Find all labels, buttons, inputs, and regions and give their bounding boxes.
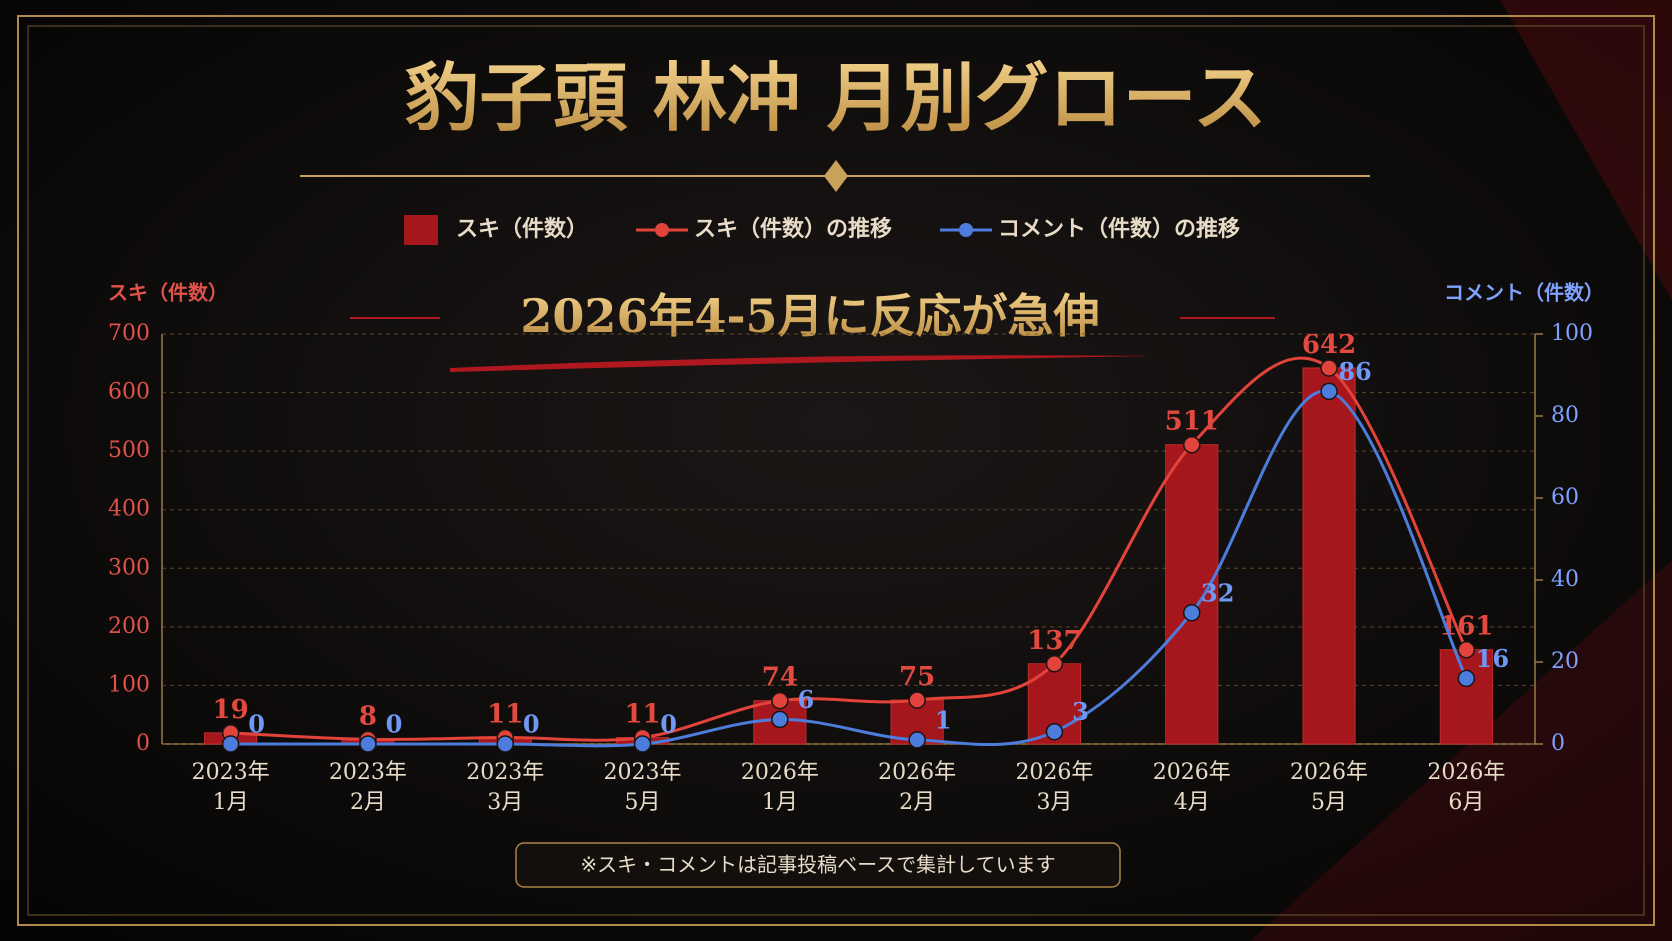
data-label: 11 [487, 700, 523, 730]
y-axis-label: スキ（件数） [108, 281, 228, 305]
point [1045, 655, 1064, 673]
y-tick-label: 0 [136, 731, 150, 756]
data-label: 1 [935, 705, 952, 734]
footnote: ※スキ・コメントは記事投稿ベースで集計しています [580, 853, 1055, 877]
point [1457, 640, 1476, 659]
data-label: 11 [624, 700, 660, 730]
y2-tick-label: 80 [1551, 403, 1579, 428]
annotation: 2026年4-5月に反応が急伸 [520, 289, 1099, 343]
data-label: 6 [797, 685, 814, 714]
y-tick-label: 500 [108, 438, 150, 463]
data-label: 75 [899, 662, 935, 692]
data-label: 642 [1302, 330, 1356, 360]
y-tick-label: 600 [108, 380, 150, 405]
data-label: 511 [1165, 407, 1219, 437]
point [1183, 604, 1201, 622]
data-label: 0 [523, 710, 540, 739]
y-tick-label: 300 [108, 555, 150, 580]
data-label: 16 [1476, 644, 1509, 673]
legend-label: コメント（件数）の推移 [998, 216, 1240, 242]
x-tick-label: 2026年 3月 [1015, 760, 1094, 815]
y2-tick-label: 60 [1551, 485, 1579, 510]
legend-swatch [404, 215, 438, 245]
frame [27, 25, 1645, 916]
data-label: 0 [660, 710, 677, 739]
legend-swatch [959, 223, 974, 237]
chart-title: 豹子頭 林冲 月別グロース [405, 56, 1267, 142]
x-tick-label: 2026年 1月 [740, 760, 819, 815]
x-tick-label: 2023年 5月 [603, 760, 682, 815]
legend-label: スキ（件数） [456, 216, 588, 242]
data-label: 32 [1201, 578, 1234, 607]
annotation-underline [450, 355, 1150, 372]
data-label: 3 [1072, 697, 1089, 726]
y2-tick-label: 20 [1551, 649, 1579, 674]
bar [1302, 367, 1356, 745]
y-tick-label: 200 [108, 614, 150, 639]
x-tick-label: 2023年 1月 [191, 760, 270, 815]
red-streak [1250, 560, 1672, 941]
data-label: 0 [386, 710, 403, 739]
point [496, 735, 514, 753]
y2-tick-label: 0 [1551, 731, 1565, 756]
x-tick-label: 2026年 6月 [1427, 760, 1506, 815]
point [1457, 669, 1476, 688]
x-tick-label: 2023年 3月 [466, 760, 545, 815]
data-label: 74 [762, 663, 798, 693]
point [908, 731, 926, 749]
point [908, 691, 926, 709]
y2-tick-label: 40 [1551, 567, 1579, 592]
x-tick-label: 2026年 5月 [1290, 760, 1369, 815]
y2-tick-label: 100 [1551, 321, 1593, 346]
point [1320, 359, 1338, 377]
frame [17, 15, 1655, 926]
point [771, 691, 789, 710]
x-tick-label: 2023年 2月 [328, 760, 407, 815]
point [221, 735, 240, 753]
point [633, 735, 652, 753]
point [1045, 722, 1064, 741]
x-tick-label: 2026年 4月 [1152, 760, 1231, 815]
data-label: 0 [248, 710, 265, 739]
bar [1165, 444, 1219, 745]
legend-swatch [655, 223, 670, 237]
point [359, 735, 377, 753]
footnote-box [515, 842, 1121, 888]
point [771, 710, 789, 729]
data-label: 8 [359, 701, 377, 731]
y-tick-label: 100 [108, 672, 150, 697]
point [1183, 435, 1201, 454]
y-tick-label: 400 [108, 497, 150, 522]
x-tick-label: 2026年 2月 [878, 760, 957, 815]
y-tick-label: 700 [108, 321, 150, 346]
red-streak [1500, 0, 1672, 300]
ornament [824, 160, 848, 192]
data-label: 19 [213, 695, 249, 725]
point [1320, 382, 1338, 401]
legend-label: スキ（件数）の推移 [694, 216, 892, 242]
y2-axis-label: コメント（件数） [1444, 281, 1604, 305]
data-label: 86 [1338, 357, 1371, 386]
